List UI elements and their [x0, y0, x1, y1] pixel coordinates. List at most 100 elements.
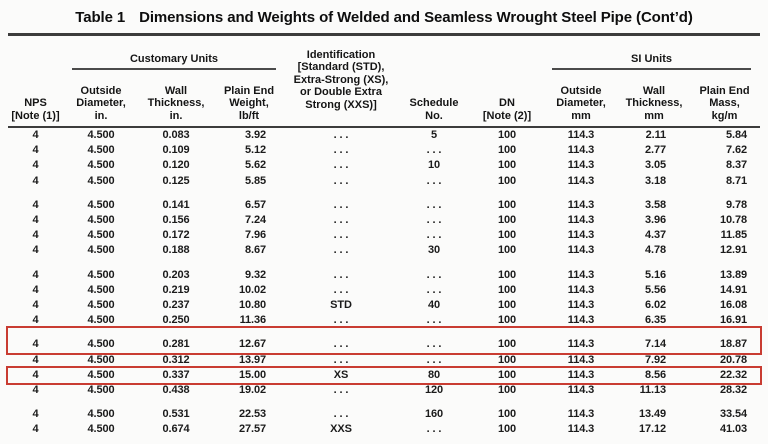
table-cell: 4 [32, 144, 39, 157]
table-cell: 100 [497, 214, 517, 227]
table-row: 4 4.500 0.083 3.92 . . . 5 100 114.3 2.11 5.84 [8, 127, 760, 143]
table-cell: 100 [497, 198, 517, 211]
table-cell: 13.49 [638, 408, 666, 421]
table-cell: 13.97 [238, 353, 266, 366]
header-group-si-units-label: SI Units [552, 53, 752, 70]
table-cell: 4 [32, 244, 39, 257]
table-cell: . . . [426, 353, 442, 366]
table-cell: 4 [32, 353, 39, 366]
table-cell: 7.92 [644, 353, 666, 366]
header-schedule-no: Schedule No. [397, 34, 471, 128]
table-cell: 4 [32, 198, 39, 211]
table-row: 4 4.500 0.237 10.80 STD 40 100 114.3 6.02 16.08 [8, 298, 760, 313]
table-cell: 0.438 [162, 384, 190, 397]
table-cell: 16.08 [720, 299, 748, 312]
table-cell: 10.78 [720, 214, 748, 227]
table-cell: 100 [497, 244, 517, 257]
table-cell: . . . [426, 174, 442, 187]
table-cell: 120 [424, 384, 444, 397]
table-cell: 100 [497, 353, 517, 366]
table-cell: 114.3 [567, 408, 595, 421]
table-cell: 114.3 [567, 384, 595, 397]
table-cell: 0.125 [162, 174, 190, 187]
table-row: 4 4.500 0.531 22.53 . . . 160 100 114.3 13.49 33.… [8, 398, 760, 422]
table-cell: . . . [333, 214, 349, 227]
table-cell: 5.84 [726, 129, 748, 141]
table-cell: 22.53 [238, 408, 266, 421]
table-cell: 4 [32, 338, 39, 351]
table-cell: 4 [32, 159, 39, 172]
table-cell: 4 [32, 129, 39, 141]
table-cell: 8.67 [244, 244, 266, 257]
table-cell: 0.120 [162, 159, 190, 172]
table-row: 4 4.500 0.219 10.02 . . . . . . 100 114.3 5.56 14… [8, 283, 760, 298]
table-cell: 4.500 [87, 229, 115, 242]
table-cell: . . . [333, 353, 349, 366]
table-cell: 5.85 [244, 174, 266, 187]
table-row: 4 4.500 0.312 13.97 . . . . . . 100 114.3 7.92 20… [8, 353, 760, 368]
table-cell: 16.91 [720, 314, 748, 327]
table-cell: 4.500 [87, 338, 115, 351]
table-cell: 0.250 [162, 314, 190, 327]
table-cell: 100 [497, 314, 517, 327]
table-cell: 0.281 [162, 338, 190, 351]
table-cell: . . . [333, 283, 349, 296]
table-cell: . . . [426, 283, 442, 296]
table-cell: 12.91 [720, 244, 748, 257]
table-cell: . . . [426, 144, 442, 157]
table-cell: 4.500 [87, 159, 115, 172]
table-cell: 0.237 [162, 299, 190, 312]
table-cell: 114.3 [567, 229, 595, 242]
header-outside-diameter-mm: Outside Diameter, mm [543, 82, 619, 128]
table-cell: 6.57 [244, 198, 266, 211]
table-cell: 100 [497, 338, 517, 351]
table-cell: . . . [333, 268, 349, 281]
table-cell: . . . [333, 174, 349, 187]
table-cell: 100 [497, 408, 517, 421]
table-cell: 0.674 [162, 423, 190, 436]
table-cell: 11.36 [239, 314, 267, 327]
table-body: 4 4.500 0.083 3.92 . . . 5 100 114.3 2.11 5.84 4 4.… [5, 127, 763, 438]
table-row: 4 4.500 0.141 6.57 . . . . . . 100 114.3 3.58 9.7… [8, 189, 760, 213]
table-cell: 13.89 [720, 268, 748, 281]
table-row: 4 4.500 0.203 9.32 . . . . . . 100 114.3 5.16 13.… [8, 259, 760, 283]
table-cell: . . . [333, 144, 349, 157]
table-cell: 114.3 [567, 174, 595, 187]
table-cell: 22.32 [720, 368, 748, 381]
table-cell: 114.3 [567, 244, 595, 257]
table-cell: 4.500 [87, 314, 115, 327]
table-header: NPS [Note (1)] Customary Units Identific… [8, 34, 761, 128]
table-cell: 41.03 [720, 423, 748, 436]
table-cell: 27.57 [238, 423, 266, 436]
table-cell: 9.32 [244, 268, 266, 281]
table-cell: 2.77 [644, 144, 666, 157]
table-cell: 114.3 [567, 314, 595, 327]
table-cell: 4 [32, 174, 39, 187]
table-cell: 0.188 [162, 244, 190, 257]
header-group-si-units: SI Units [543, 35, 760, 83]
table-cell: 100 [497, 174, 517, 187]
table-cell: 4.500 [87, 408, 115, 421]
table-cell: 4 [32, 408, 39, 421]
table-cell: 4.500 [87, 299, 115, 312]
table-cell: XXS [330, 423, 352, 436]
table-cell: 114.3 [567, 338, 595, 351]
table-cell: 100 [497, 159, 517, 172]
table-cell: 30 [427, 244, 441, 257]
table-cell: . . . [426, 338, 442, 351]
table-cell: 33.54 [720, 408, 748, 421]
table-row: 4 4.500 0.674 27.57 XXS . . . 100 114.3 17.12 41.… [8, 422, 760, 437]
table-cell: 4 [32, 229, 39, 242]
table-cell: 114.3 [567, 353, 595, 366]
table-cell: 4.500 [87, 144, 115, 157]
table-cell: 4 [32, 214, 39, 227]
table-row: 4 4.500 0.250 11.36 . . . . . . 100 114.3 6.35 16… [8, 313, 760, 328]
table-cell: . . . [333, 314, 349, 327]
table-cell: . . . [333, 384, 349, 397]
table-cell: . . . [426, 198, 442, 211]
header-plain-end-mass: Plain End Mass, kg/m [689, 82, 761, 128]
table-cell: 4.500 [87, 384, 115, 397]
table-cell: 100 [497, 268, 517, 281]
table-cell: 0.109 [162, 144, 190, 157]
table-cell: 100 [497, 229, 517, 242]
